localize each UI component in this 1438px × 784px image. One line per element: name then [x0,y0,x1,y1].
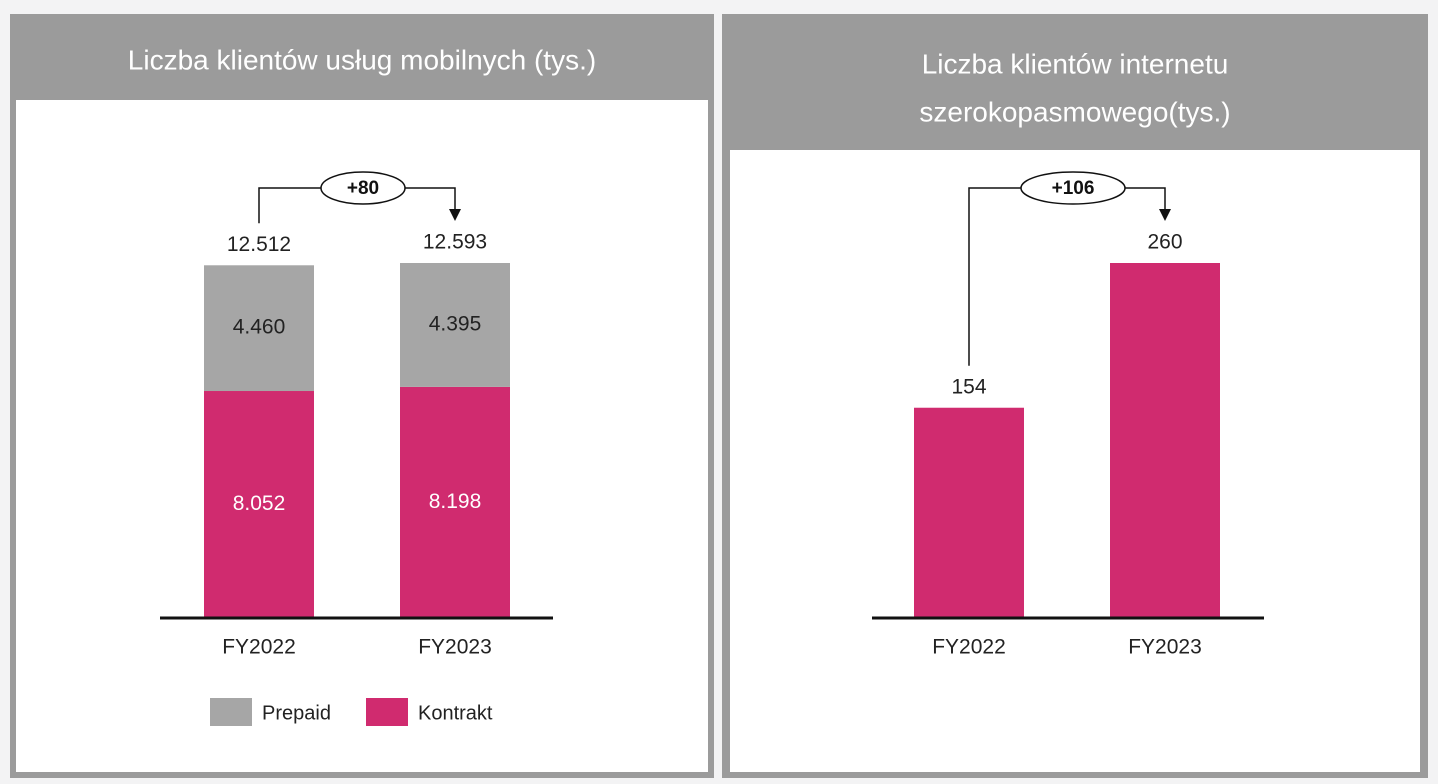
data-label: 154 [951,375,986,398]
change-badge [1020,171,1126,205]
x-tick-label: FY2023 [1128,636,1202,659]
bar-segment [204,265,314,392]
total-label: 12.593 [423,231,487,254]
x-tick-label: FY2023 [418,636,492,659]
data-label: 260 [1147,231,1182,254]
chart-title: Liczba klientów internetu [922,48,1229,79]
change-label: +80 [347,178,379,199]
panel-body [16,100,708,772]
legend-swatch [210,698,252,726]
legend-label: Kontrakt [418,702,493,724]
data-label: 8.198 [429,490,482,513]
x-tick-label: FY2022 [932,636,1006,659]
legend-swatch [366,698,408,726]
data-label: 4.460 [233,316,286,339]
bar-segment [204,391,314,618]
change-label: +106 [1052,178,1095,199]
x-tick-label: FY2022 [222,636,296,659]
total-label: 12.512 [227,233,291,256]
bar-segment [400,263,510,387]
bar [914,407,1024,618]
arrow-head [449,209,461,221]
bar-segment [400,386,510,618]
legend-label: Prepaid [262,702,331,724]
bar [1110,263,1220,618]
data-label: 8.052 [233,492,286,515]
arrow-head [1159,209,1171,221]
panel-body [730,150,1420,772]
chart-title: szerokopasmowego(tys.) [919,96,1230,127]
change-badge [320,171,406,205]
data-label: 4.395 [429,312,482,335]
chart-title: Liczba klientów usług mobilnych (tys.) [128,44,596,75]
